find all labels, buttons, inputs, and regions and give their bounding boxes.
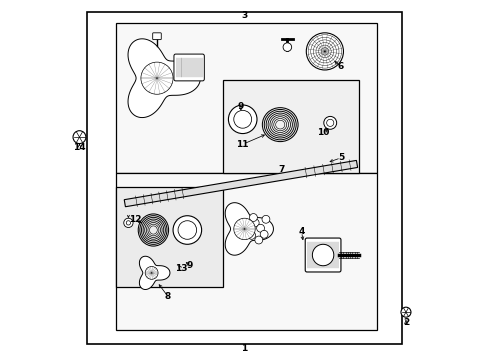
Circle shape: [312, 244, 333, 266]
Polygon shape: [225, 203, 273, 255]
Circle shape: [233, 111, 251, 128]
Circle shape: [305, 33, 343, 70]
Bar: [116, 173, 376, 330]
Circle shape: [233, 218, 255, 240]
Text: 9: 9: [237, 102, 244, 111]
Text: 14: 14: [73, 143, 85, 152]
FancyBboxPatch shape: [152, 33, 161, 40]
Circle shape: [173, 216, 201, 244]
Circle shape: [283, 43, 291, 51]
Circle shape: [254, 236, 262, 244]
Circle shape: [228, 105, 257, 134]
Text: 8: 8: [164, 292, 170, 301]
Circle shape: [260, 230, 267, 238]
Circle shape: [126, 221, 130, 225]
Circle shape: [400, 307, 410, 317]
Circle shape: [141, 62, 173, 94]
Text: 3: 3: [241, 11, 247, 20]
Circle shape: [262, 215, 269, 223]
Circle shape: [73, 131, 86, 144]
Polygon shape: [124, 161, 357, 207]
Circle shape: [178, 221, 196, 239]
Circle shape: [256, 224, 264, 232]
FancyBboxPatch shape: [305, 238, 340, 272]
Circle shape: [244, 225, 251, 233]
Circle shape: [247, 231, 255, 239]
Text: 2: 2: [402, 318, 408, 327]
Text: 13: 13: [174, 264, 187, 273]
Bar: [116, 23, 376, 173]
Circle shape: [123, 218, 133, 228]
Bar: [116, 187, 223, 287]
Circle shape: [326, 119, 333, 126]
Text: 1: 1: [241, 345, 247, 354]
Bar: [223, 80, 358, 173]
Circle shape: [323, 116, 336, 129]
Polygon shape: [139, 256, 170, 289]
Bar: [87, 12, 401, 344]
Text: 9: 9: [186, 261, 193, 270]
Text: 11: 11: [236, 140, 248, 149]
Circle shape: [249, 213, 257, 221]
Polygon shape: [128, 39, 200, 118]
Text: 5: 5: [337, 153, 344, 162]
Text: 4: 4: [298, 227, 304, 236]
Text: 10: 10: [316, 129, 328, 138]
Text: 12: 12: [129, 215, 142, 224]
FancyBboxPatch shape: [174, 54, 204, 81]
Circle shape: [251, 219, 259, 227]
Circle shape: [145, 266, 158, 279]
Text: 7: 7: [278, 165, 285, 174]
Text: 6: 6: [337, 62, 344, 71]
